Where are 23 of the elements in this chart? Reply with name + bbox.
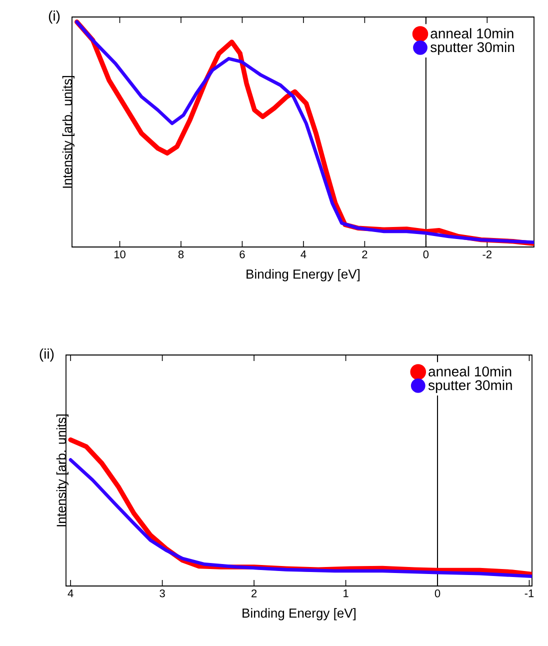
x-tick-label: -1 — [524, 590, 534, 598]
x-tick-label: -2 — [482, 250, 492, 258]
x-tick-label: 10 — [114, 250, 126, 258]
legend-label: sputter 30min — [428, 380, 512, 393]
x-tick-label: 2 — [362, 250, 368, 258]
x-axis-title: Binding Energy [eV] — [242, 608, 356, 620]
x-tick-label: 4 — [300, 250, 306, 258]
x-axis-title: Binding Energy [eV] — [246, 269, 360, 282]
y-axis-title: Intensity [arb. units] — [56, 414, 68, 526]
x-tick-label: 6 — [240, 250, 245, 258]
x-tick-label: 8 — [178, 250, 184, 258]
y-axis-title: Intensity [arb. units] — [62, 76, 74, 188]
x-tick-label: 0 — [434, 590, 440, 598]
chart-title: (ii) — [40, 348, 54, 362]
legend-label: anneal 10min — [430, 28, 514, 38]
x-tick-label: 4 — [68, 590, 74, 598]
x-tick-label: 0 — [423, 250, 429, 258]
chart-title: (i) — [48, 10, 60, 24]
x-tick-label: 2 — [252, 590, 257, 598]
legend-label: sputter 30min — [430, 42, 514, 55]
x-tick-label: 1 — [344, 590, 348, 598]
legend-label: anneal 10min — [428, 366, 512, 376]
x-tick-label: 3 — [160, 590, 165, 598]
